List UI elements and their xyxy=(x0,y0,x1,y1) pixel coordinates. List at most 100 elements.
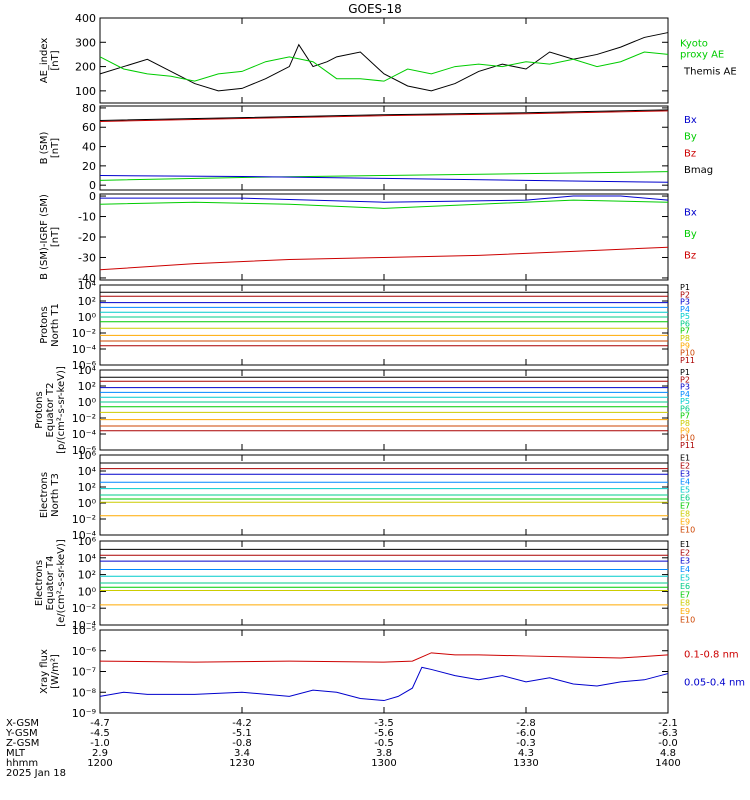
series-line xyxy=(99,51,669,82)
legend-label: E9 xyxy=(680,518,690,527)
x-axis-value: -0.8 xyxy=(232,738,252,749)
y-tick-label: 10⁻² xyxy=(72,602,96,615)
legend-label: P4 xyxy=(680,305,690,314)
y-tick-label: 10⁻⁴ xyxy=(72,619,97,632)
legend-label: E4 xyxy=(680,478,690,487)
legend-label: P3 xyxy=(680,298,690,307)
y-tick-label: 10⁻⁶ xyxy=(72,444,97,457)
legend-label: E5 xyxy=(680,573,690,582)
y-tick-label: 300 xyxy=(75,36,96,49)
y-tick-label: 10⁰ xyxy=(78,396,97,409)
series-line xyxy=(99,110,669,122)
y-tick-label: -20 xyxy=(78,231,96,244)
y-tick-label: 10⁶ xyxy=(78,535,97,548)
legend-label: E1 xyxy=(680,454,690,463)
y-axis-label: ElectronsNorth T3 xyxy=(39,472,61,518)
y-tick-label: 100 xyxy=(75,85,96,98)
x-axis-value: -0.3 xyxy=(516,738,536,749)
y-tick-label: 10⁰ xyxy=(78,585,97,598)
panel-frame xyxy=(99,17,669,104)
legend-label: Kyoto proxy AE xyxy=(680,38,724,60)
x-axis-row-label: hhmm xyxy=(6,758,38,769)
legend-label: P6 xyxy=(680,319,690,328)
y-tick-label: 0 xyxy=(89,179,96,192)
x-axis-row-label: MLT xyxy=(6,748,26,759)
y-tick-label: 400 xyxy=(75,12,96,25)
legend-label: Bz xyxy=(684,251,696,262)
legend-label: Bx xyxy=(684,208,697,219)
series-line xyxy=(99,666,669,702)
y-axis-label: AE_index[nT] xyxy=(39,38,61,84)
x-axis-value: 4.3 xyxy=(518,748,534,759)
y-tick-label: 10⁻⁴ xyxy=(72,428,97,441)
x-axis-value: -0.5 xyxy=(374,738,394,749)
legend-label: By xyxy=(684,132,697,143)
legend-label: P4 xyxy=(680,390,690,399)
y-tick-label: 10⁴ xyxy=(78,552,97,565)
x-axis-row-label: X-GSM xyxy=(6,718,39,729)
legend-label: E1 xyxy=(680,540,690,549)
y-tick-label: 10⁴ xyxy=(78,279,97,292)
x-axis-value: -3.5 xyxy=(374,718,394,729)
y-axis-label: ProtonsEquator T2[p/(cm²-s-sr-keV)] xyxy=(34,366,67,454)
x-axis-value: 4.8 xyxy=(660,748,676,759)
y-tick-label: 10⁻⁴ xyxy=(72,529,97,542)
legend-label: Bx xyxy=(684,115,697,126)
panel-frame xyxy=(99,369,669,451)
x-axis-value: 1200 xyxy=(87,758,112,769)
legend-label: Bmag xyxy=(684,165,713,176)
y-tick-label: 10⁻² xyxy=(72,327,96,340)
y-tick-label: 10⁴ xyxy=(78,465,97,478)
y-tick-label: -30 xyxy=(78,251,96,264)
legend-label: E2 xyxy=(680,462,690,471)
x-axis-row-label: 2025 Jan 18 xyxy=(6,768,66,779)
series-line xyxy=(100,195,669,203)
legend-label: E7 xyxy=(680,590,690,599)
y-tick-label: 20 xyxy=(82,160,96,173)
legend-label: E3 xyxy=(680,470,690,479)
legend-label: P7 xyxy=(680,412,690,421)
y-axis-label: B (SM)[nT] xyxy=(39,131,61,164)
x-axis-value: 3.4 xyxy=(234,748,250,759)
legend-label: E10 xyxy=(680,526,695,535)
x-axis-value: -6.0 xyxy=(516,728,536,739)
y-tick-label: -40 xyxy=(78,272,96,285)
legend-label: P6 xyxy=(680,404,690,413)
x-axis-value: -6.3 xyxy=(658,728,678,739)
x-axis-value: 1300 xyxy=(371,758,396,769)
legend-label: E3 xyxy=(680,557,690,566)
series-line xyxy=(99,109,669,121)
y-tick-label: -10 xyxy=(78,211,96,224)
y-tick-label: 10⁶ xyxy=(78,449,97,462)
legend-label: P3 xyxy=(680,383,690,392)
legend-label: P2 xyxy=(680,290,690,299)
legend-label: Bz xyxy=(684,148,696,159)
y-tick-label: 60 xyxy=(82,121,96,134)
x-axis-value: 2.9 xyxy=(92,748,108,759)
x-axis-row-label: Z-GSM xyxy=(6,738,39,749)
legend-label: P10 xyxy=(680,349,695,358)
y-tick-label: 10⁻⁷ xyxy=(72,666,96,679)
legend-label: 0.05-0.4 nm xyxy=(684,677,745,688)
y-tick-label: 10⁻⁶ xyxy=(72,645,97,658)
y-axis-label: ElectronsEquator T4[e/(cm²-s-sr-keV)] xyxy=(34,539,67,627)
y-axis-label: Xray flux[W/m²] xyxy=(39,649,61,694)
x-axis-value: 1230 xyxy=(229,758,254,769)
legend-label: By xyxy=(684,229,697,240)
x-axis-value: -0.0 xyxy=(658,738,678,749)
y-tick-label: 10² xyxy=(78,295,96,308)
legend-label: Themis AE xyxy=(683,67,737,78)
x-axis-value: -2.1 xyxy=(658,718,678,729)
legend-label: P1 xyxy=(680,368,690,377)
legend-label: E6 xyxy=(680,494,690,503)
y-tick-label: 10² xyxy=(78,380,96,393)
legend-label: E7 xyxy=(680,502,690,511)
y-tick-label: 10² xyxy=(78,569,96,582)
panel-frame xyxy=(99,193,669,281)
legend-label: E8 xyxy=(680,599,690,608)
legend-label: P8 xyxy=(680,419,690,428)
legend-label: E8 xyxy=(680,510,690,519)
legend-label: E4 xyxy=(680,565,690,574)
x-axis-row-label: Y-GSM xyxy=(5,728,38,739)
